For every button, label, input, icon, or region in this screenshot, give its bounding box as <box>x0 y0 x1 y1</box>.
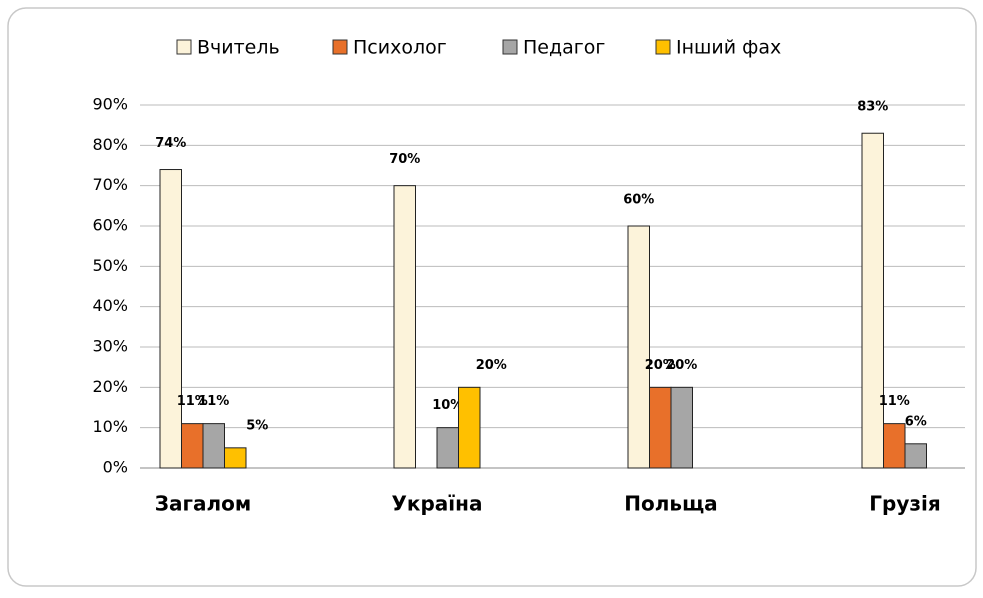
y-tick-label: 50% <box>92 256 128 275</box>
value-label: 20% <box>476 358 507 373</box>
value-label: 5% <box>246 418 268 433</box>
y-tick-label: 10% <box>92 417 128 436</box>
legend-swatch <box>332 39 348 55</box>
value-label: 60% <box>623 193 654 208</box>
value-label: 74% <box>155 136 186 151</box>
bar <box>670 386 693 469</box>
value-label: 10% <box>432 398 463 413</box>
bar <box>224 447 247 469</box>
bar <box>627 225 650 469</box>
y-tick-label: 20% <box>92 377 128 396</box>
y-tick-label: 70% <box>92 175 128 194</box>
value-label: 11% <box>198 394 229 409</box>
y-tick-label: 60% <box>92 216 128 235</box>
x-tick-label: Україна <box>392 492 483 516</box>
legend-swatch <box>502 39 518 55</box>
value-label: 20% <box>666 358 697 373</box>
legend-label: Психолог <box>353 37 447 59</box>
value-label: 11% <box>879 394 910 409</box>
legend-label: Інший фах <box>676 37 781 59</box>
bar <box>393 185 416 469</box>
y-tick-label: 30% <box>92 337 128 356</box>
value-label: 20% <box>645 358 676 373</box>
legend-swatch <box>176 39 192 55</box>
y-tick-label: 80% <box>92 135 128 154</box>
bar <box>159 169 182 469</box>
chart-frame <box>7 7 977 587</box>
y-tick-label: 40% <box>92 296 128 315</box>
value-label: 6% <box>905 414 927 429</box>
value-label: 70% <box>389 152 420 167</box>
legend-label: Педагог <box>523 37 605 59</box>
legend-label: Вчитель <box>197 37 280 59</box>
bar <box>181 423 204 469</box>
bar <box>202 423 225 469</box>
bar <box>861 132 884 469</box>
bar <box>883 423 906 469</box>
bar <box>904 443 927 469</box>
value-label: 11% <box>177 394 208 409</box>
x-tick-label: Польща <box>624 492 717 516</box>
x-tick-label: Грузія <box>869 492 940 516</box>
legend-swatch <box>655 39 671 55</box>
y-tick-label: 90% <box>92 95 128 114</box>
value-label: 83% <box>857 100 888 115</box>
bar <box>458 386 481 469</box>
y-tick-label: 0% <box>103 458 128 477</box>
x-tick-label: Загалом <box>155 492 251 516</box>
bar <box>649 386 672 469</box>
bar <box>436 427 459 469</box>
